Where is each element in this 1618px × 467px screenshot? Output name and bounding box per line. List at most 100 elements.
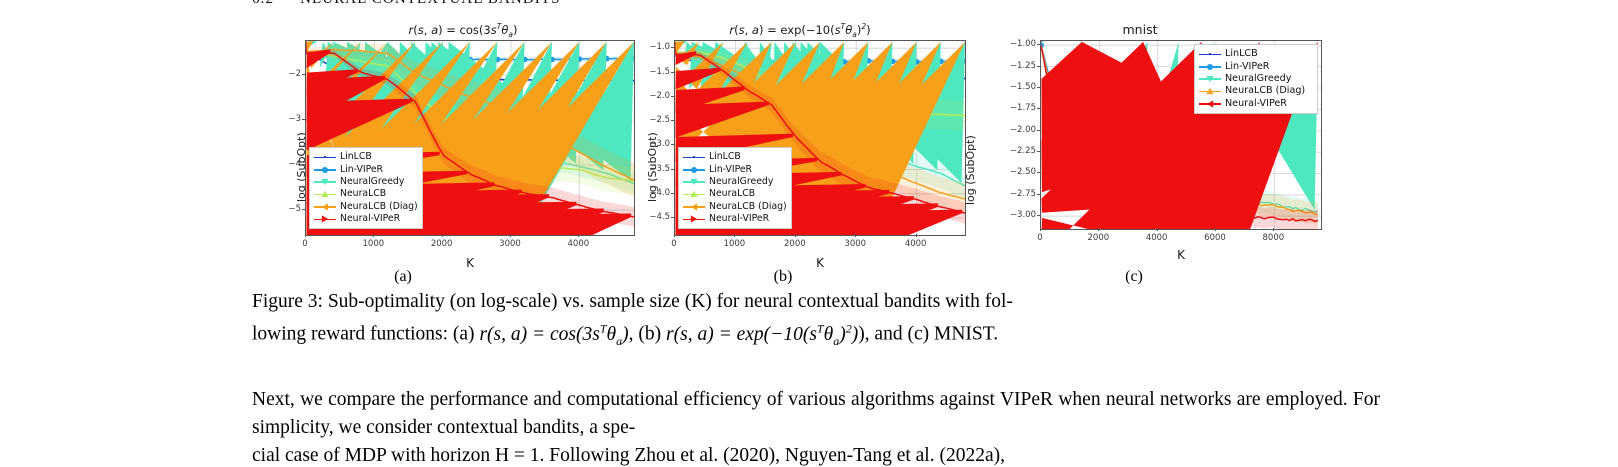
body-line-3-clipped: cial case of MDP with horizon H = 1. Fol…	[252, 445, 1005, 466]
legend-item-neuralgreedy[interactable]: NeuralGreedy	[314, 176, 417, 188]
panel-c-ytick-mark	[1037, 129, 1040, 131]
panel-a-xtick-mark	[510, 234, 511, 237]
panel-a-xtick: 0	[302, 239, 308, 249]
panel-b-ytick: −3.5	[649, 163, 670, 174]
panel-a-ytick: −3	[288, 113, 301, 124]
panel-a-ytick-mark	[302, 164, 305, 166]
panel-c-ytick-mark	[1037, 65, 1040, 67]
legend-label: Neural-VIPeR	[709, 213, 770, 225]
legend-item-neural-viper[interactable]: Neural-VIPeR	[683, 213, 786, 225]
legend-item-neural-viper[interactable]: Neural-VIPeR	[1199, 98, 1312, 110]
panel-a-ytick: −4	[288, 159, 301, 170]
panel-a-xtick-mark	[578, 234, 580, 237]
panel-b-xlabel: K	[816, 256, 824, 270]
legend-item-neural-viper[interactable]: Neural-VIPeR	[314, 213, 417, 225]
legend-marker-dot-icon	[1199, 48, 1221, 60]
legend-item-neuralcb-diag[interactable]: NeuraLCB (Diag)	[1199, 85, 1312, 97]
subcaption-b: (b)	[773, 268, 793, 285]
panel-c-title: mnist	[1122, 22, 1158, 37]
panel-a-ytick-mark	[302, 118, 305, 120]
panel-c-ytick: −2.75	[1009, 188, 1036, 199]
panel-c-xtick-mark	[1215, 228, 1216, 231]
legend-item-neuralcb-diag[interactable]: NeuraLCB (Diag)	[683, 201, 787, 213]
panel-c-ytick: −1.25	[1009, 60, 1036, 71]
panel-b-ytick-mark	[671, 95, 674, 97]
panel-a-ytick: −2	[288, 68, 301, 79]
legend-marker-triangle-right-icon	[683, 213, 705, 225]
panel-a-xlabel: K	[466, 256, 474, 270]
figure-caption-equation-b: r(s, a) = exp(−10(sTθa)2)	[666, 321, 859, 348]
legend-label: Neural-VIPeR	[340, 213, 401, 225]
panel-b-ytick: −2.5	[649, 115, 670, 126]
panel-b-ytick-mark	[671, 144, 674, 146]
legend-marker-triangle-left-icon	[314, 201, 336, 213]
figure-caption: Figure 3: Sub-optimality (on log-scale) …	[252, 288, 1379, 354]
panel-b-xtick-mark	[915, 234, 917, 237]
panel-b-ytick-mark	[671, 120, 674, 122]
legend-label: LinLCB	[709, 151, 741, 163]
legend-item-lin-viper[interactable]: Lin-VIPeR	[1199, 60, 1312, 72]
panel-c-ytick: −3.00	[1009, 210, 1036, 221]
chart-panel-c: mnist log (SubOpt) K −1.00 −1.25 −1.50 −1.7…	[950, 20, 1330, 270]
panel-a-ytick: −5	[288, 204, 301, 215]
panel-b-ytick-mark	[671, 217, 674, 219]
panel-c-xtick-mark	[1156, 228, 1158, 231]
legend-marker-dot-large-icon	[1199, 61, 1221, 73]
legend-marker-triangle-down-icon	[683, 176, 705, 188]
legend-label: Lin-VIPeR	[1225, 60, 1270, 72]
panel-b-xtick: 3000	[844, 239, 867, 249]
panel-c-ytick-mark	[1037, 44, 1040, 46]
panel-a-title: r(s, a) = cos(3sTθa)	[408, 22, 518, 40]
legend-marker-dot-large-icon	[683, 164, 705, 176]
panel-b-ytick-mark	[671, 192, 674, 194]
panel-c-ytick-mark	[1037, 108, 1040, 110]
panel-a-ytick-mark	[302, 73, 305, 75]
legend-item-neuralgreedy[interactable]: NeuralGreedy	[1199, 73, 1312, 85]
legend-item-neuralcb[interactable]: NeuraLCB	[683, 188, 786, 200]
legend-label: Neural-VIPeR	[1225, 97, 1287, 109]
figure-caption-sep-b: , (b)	[628, 323, 667, 345]
running-header-title: NEURAL CONTEXTUAL BANDITS	[300, 0, 561, 7]
legend-item-neuralgreedy[interactable]: NeuralGreedy	[683, 176, 786, 188]
panel-b-ytick: −4.0	[649, 187, 670, 198]
legend-item-lin-viper[interactable]: Lin-VIPeR	[683, 163, 786, 175]
legend-item-neuralcb-diag[interactable]: NeuraLCB (Diag)	[314, 200, 418, 213]
legend-marker-triangle-up-icon	[683, 188, 705, 200]
figure-3: r(s, a) = cos(3sTθa) log (SubOpt) K −2 −3…	[0, 20, 1618, 270]
running-header: 6.2 NEURAL CONTEXTUAL BANDITS	[252, 0, 561, 8]
panel-c-ylabel: log (SubOpt)	[964, 135, 977, 205]
panel-b-xtick: 1000	[723, 239, 746, 249]
panel-c-ytick-mark	[1037, 172, 1040, 174]
panel-c-ytick: −2.25	[1009, 146, 1036, 157]
legend-label: Lin-VIPeR	[340, 163, 384, 175]
legend-item-neuralcb[interactable]: NeuraLCB	[314, 188, 417, 200]
panel-a-legend[interactable]: LinLCB Lin-VIPeR NeuralGreedy NeuraLCB Neura…	[309, 147, 423, 230]
figure-caption-line-2-post: ), and (c) MNIST.	[858, 323, 999, 345]
panel-c-ytick-mark	[1037, 193, 1040, 195]
panel-a-xtick-mark	[305, 234, 306, 237]
panel-b-xtick-mark	[674, 234, 675, 237]
panel-b-xtick: 2000	[784, 239, 806, 249]
legend-item-lin-viper[interactable]: Lin-VIPeR	[314, 163, 417, 175]
legend-label: LinLCB	[340, 151, 372, 163]
panel-c-xtick: 6000	[1204, 233, 1226, 243]
legend-marker-triangle-down-icon	[1199, 73, 1221, 85]
legend-item-linlcb[interactable]: LinLCB	[1199, 48, 1312, 60]
legend-label: NeuraLCB (Diag)	[340, 200, 418, 212]
legend-marker-triangle-up-icon	[1199, 85, 1221, 97]
legend-marker-triangle-down-icon	[314, 176, 336, 188]
panel-c-xlabel: K	[1177, 248, 1185, 262]
chart-panel-b: r(s, a) = exp(−10(sTθa)2) log (SubOpt) K…	[643, 20, 973, 270]
legend-label: NeuralGreedy	[709, 175, 774, 187]
panel-c-ytick: −1.50	[1009, 82, 1036, 92]
panel-a-xtick-mark	[373, 234, 375, 237]
body-paragraph: Next, we compare the performance and com…	[252, 386, 1380, 442]
panel-c-legend[interactable]: LinLCB Lin-VIPeR NeuralGreedy NeuraLCB (Dia…	[1194, 44, 1318, 114]
body-line-1: Next, we compare the performance and com…	[252, 389, 995, 410]
legend-label: NeuralGreedy	[1225, 72, 1292, 84]
panel-a-ytick-mark	[302, 209, 305, 211]
panel-b-legend[interactable]: LinLCB Lin-VIPeR NeuralGreedy NeuraLCB Neura…	[678, 147, 792, 230]
running-header-number: 6.2	[252, 0, 274, 7]
legend-item-linlcb[interactable]: LinLCB	[683, 151, 786, 163]
legend-item-linlcb[interactable]: LinLCB	[314, 151, 417, 163]
